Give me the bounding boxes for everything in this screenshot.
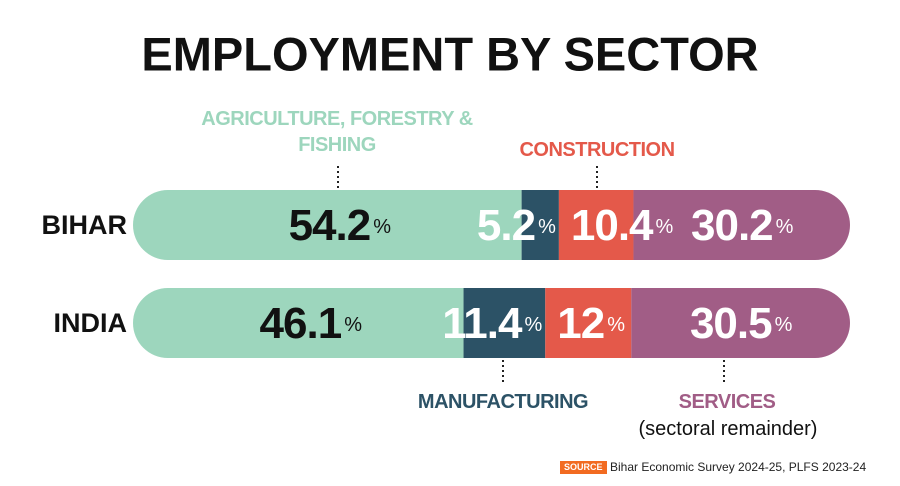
legend-label: MANUFACTURING [417,391,589,413]
value-label: 30.5% [690,299,793,348]
annotation: (sectoral remainder) [638,418,818,440]
bar-row [133,288,850,358]
value-label: 11.4% [442,299,542,348]
bar-segment [133,190,522,260]
source-tag: SOURCE [560,461,607,474]
legend-label: SERVICES [678,391,776,413]
value-label: 46.1% [260,299,363,348]
value-label: 54.2% [289,201,392,250]
category-label: BIHAR [42,210,128,240]
bar-segment [545,288,632,358]
legend-label: CONSTRUCTION [519,139,675,161]
value-label: 5.2% [477,201,556,250]
value-label: 12% [557,299,625,348]
source: Bihar Economic Survey 2024-25, PLFS 2023… [610,460,867,474]
bar-row [133,190,850,260]
legend-label: AGRICULTURE, FORESTRY & FISHING [201,108,473,156]
bar-segment [133,288,464,358]
bar-segment [631,288,850,358]
value-label: 30.2% [691,201,794,250]
chart-title: EMPLOYMENT BY SECTOR [141,27,758,80]
bar-segment [558,190,634,260]
value-label: 10.4% [571,201,674,250]
bar-segment [633,190,850,260]
bar-segment [521,190,559,260]
category-label: INDIA [54,308,128,338]
bar-segment [463,288,546,358]
